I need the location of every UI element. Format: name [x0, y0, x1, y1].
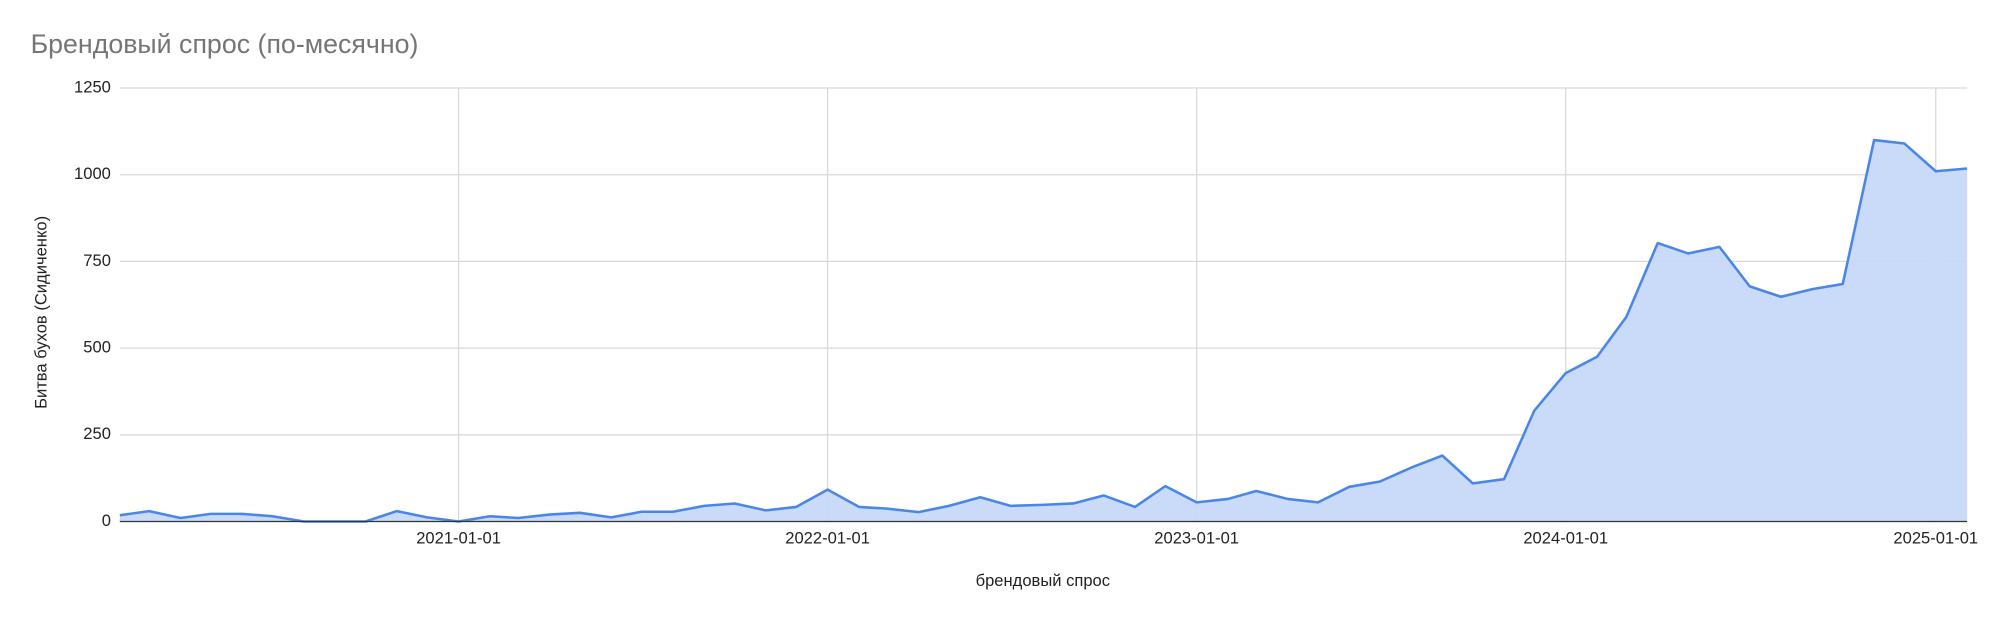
x-tick-label: 2024-01-01 [1523, 529, 1608, 548]
chart-title: Брендовый спрос (по-месячно) [31, 29, 419, 59]
y-tick-label: 1000 [74, 164, 111, 183]
y-tick-label: 1250 [74, 77, 111, 96]
x-tick-label: 2021-01-01 [416, 529, 501, 548]
x-axis-label: брендовый спрос [976, 571, 1110, 590]
y-tick-label: 0 [102, 511, 111, 530]
y-tick-label: 500 [83, 337, 111, 356]
x-tick-label: 2022-01-01 [785, 529, 870, 548]
y-axis-label: Битва бухов (Сидиченко) [31, 216, 50, 409]
y-tick-label: 250 [83, 424, 111, 443]
x-tick-label: 2025-01-01 [1893, 529, 1978, 548]
y-tick-label: 750 [83, 251, 111, 270]
x-tick-label: 2023-01-01 [1154, 529, 1239, 548]
area [119, 140, 1968, 522]
line [119, 138, 1968, 523]
